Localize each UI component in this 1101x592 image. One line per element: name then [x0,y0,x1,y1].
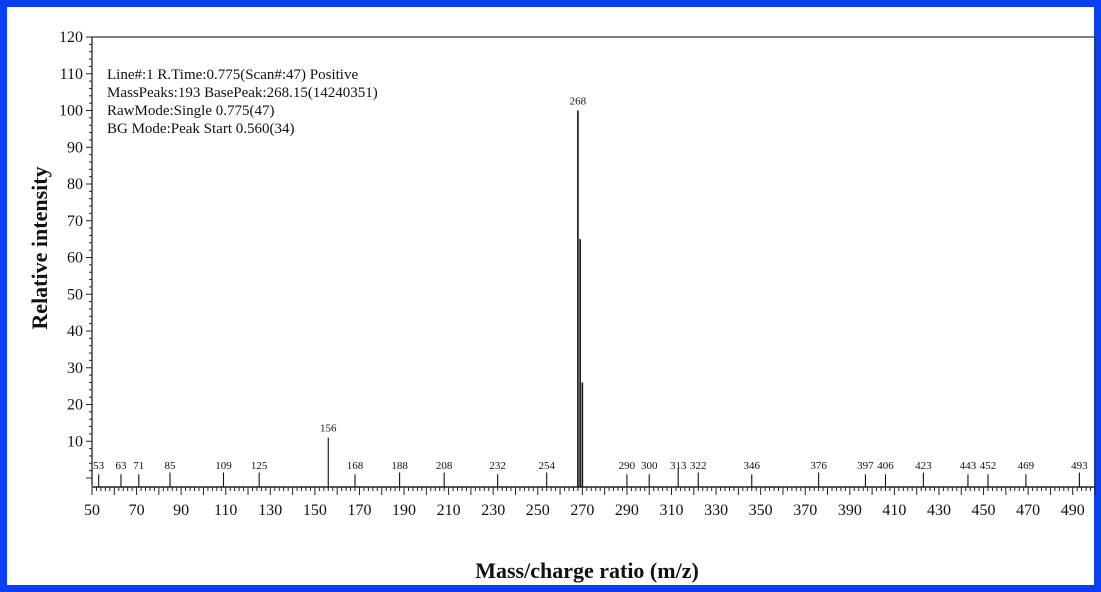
peaks: 53 63 71 85 109 125 156 168 188 208 232 254 268 290 30… [93,96,1088,487]
x-tick-label: 130 [258,502,282,519]
x-tick-label: 210 [437,502,461,519]
y-axis-title: Relative intensity [27,166,52,329]
info-line: Line#:1 R.Time:0.775(Scan#:47) Positive [107,67,358,83]
x-tick-label: 70 [129,502,145,519]
info-line: RawMode:Single 0.775(47) [107,103,274,119]
info-line: BG Mode:Peak Start 0.560(34) [107,121,294,137]
x-tick-label: 50 [84,502,100,519]
peak-label: 63 [115,460,127,472]
x-tick-label: 390 [838,502,862,519]
x-tick-label: 370 [793,502,817,519]
y-tick-label: 10 [67,433,83,450]
peak-label: 232 [489,460,506,472]
peak-label: 322 [690,460,707,472]
y-tick-label: 30 [67,360,83,377]
y-tick-label: 60 [67,250,83,267]
y-tick-label: 120 [59,29,83,46]
x-axis-title: Mass/charge ratio (m/z) [475,558,699,583]
info-block: Line#:1 R.Time:0.775(Scan#:47) Positive … [107,67,378,137]
peak-label: 125 [251,460,268,472]
y-tick-label: 20 [67,397,83,414]
x-tick-label: 250 [526,502,550,519]
peak-label: 376 [810,460,827,472]
x-tick-label: 270 [570,502,594,519]
peak-label: 493 [1071,460,1088,472]
peak-label: 168 [347,460,364,472]
y-tick-label: 110 [60,66,83,83]
peak-label: 406 [877,460,894,472]
x-tick-label: 170 [347,502,371,519]
y-axis-ticks: 10 20 30 40 50 60 70 80 90 100 110 120 [59,29,92,479]
x-tick-label: 430 [927,502,951,519]
x-tick-label: 110 [214,502,237,519]
peak-label: 397 [857,460,874,472]
x-tick-label: 290 [615,502,639,519]
peak-label: 469 [1018,460,1035,472]
x-axis-ticks: 50 70 90 110 130 150 170 190 210 230 250 270 290 310 3… [84,487,1096,519]
peak-label: 208 [436,460,453,472]
peak-label: 268 [570,96,587,108]
x-tick-label: 470 [1016,502,1040,519]
peak-label: 53 [93,460,105,472]
y-tick-label: 70 [67,213,83,230]
peak-label: 188 [391,460,408,472]
x-tick-label: 350 [749,502,773,519]
x-tick-label: 90 [173,502,189,519]
y-tick-label: 90 [67,139,83,156]
peak-label: 452 [980,460,997,472]
peak-label: 346 [744,460,761,472]
y-tick-label: 80 [67,176,83,193]
peak-label: 290 [619,460,636,472]
info-line: MassPeaks:193 BasePeak:268.15(14240351) [107,85,378,101]
peak-label: 109 [215,460,232,472]
x-tick-label: 450 [972,502,996,519]
peak-label: 71 [133,460,144,472]
x-tick-label: 230 [481,502,505,519]
peak-label: 300 [641,460,658,472]
y-tick-label: 40 [67,323,83,340]
x-tick-label: 330 [704,502,728,519]
peak-label: 85 [165,460,177,472]
peak-label: 443 [960,460,977,472]
peak-label: 254 [538,460,555,472]
peak-label: 423 [915,460,932,472]
x-tick-label: 190 [392,502,416,519]
x-tick-label: 310 [660,502,684,519]
peak-label: 313 [670,460,687,472]
y-tick-label: 100 [59,103,83,120]
peak-label: 156 [320,423,337,435]
x-tick-label: 410 [882,502,906,519]
x-tick-label: 490 [1061,502,1085,519]
x-tick-label: 150 [303,502,327,519]
y-tick-label: 50 [67,286,83,303]
